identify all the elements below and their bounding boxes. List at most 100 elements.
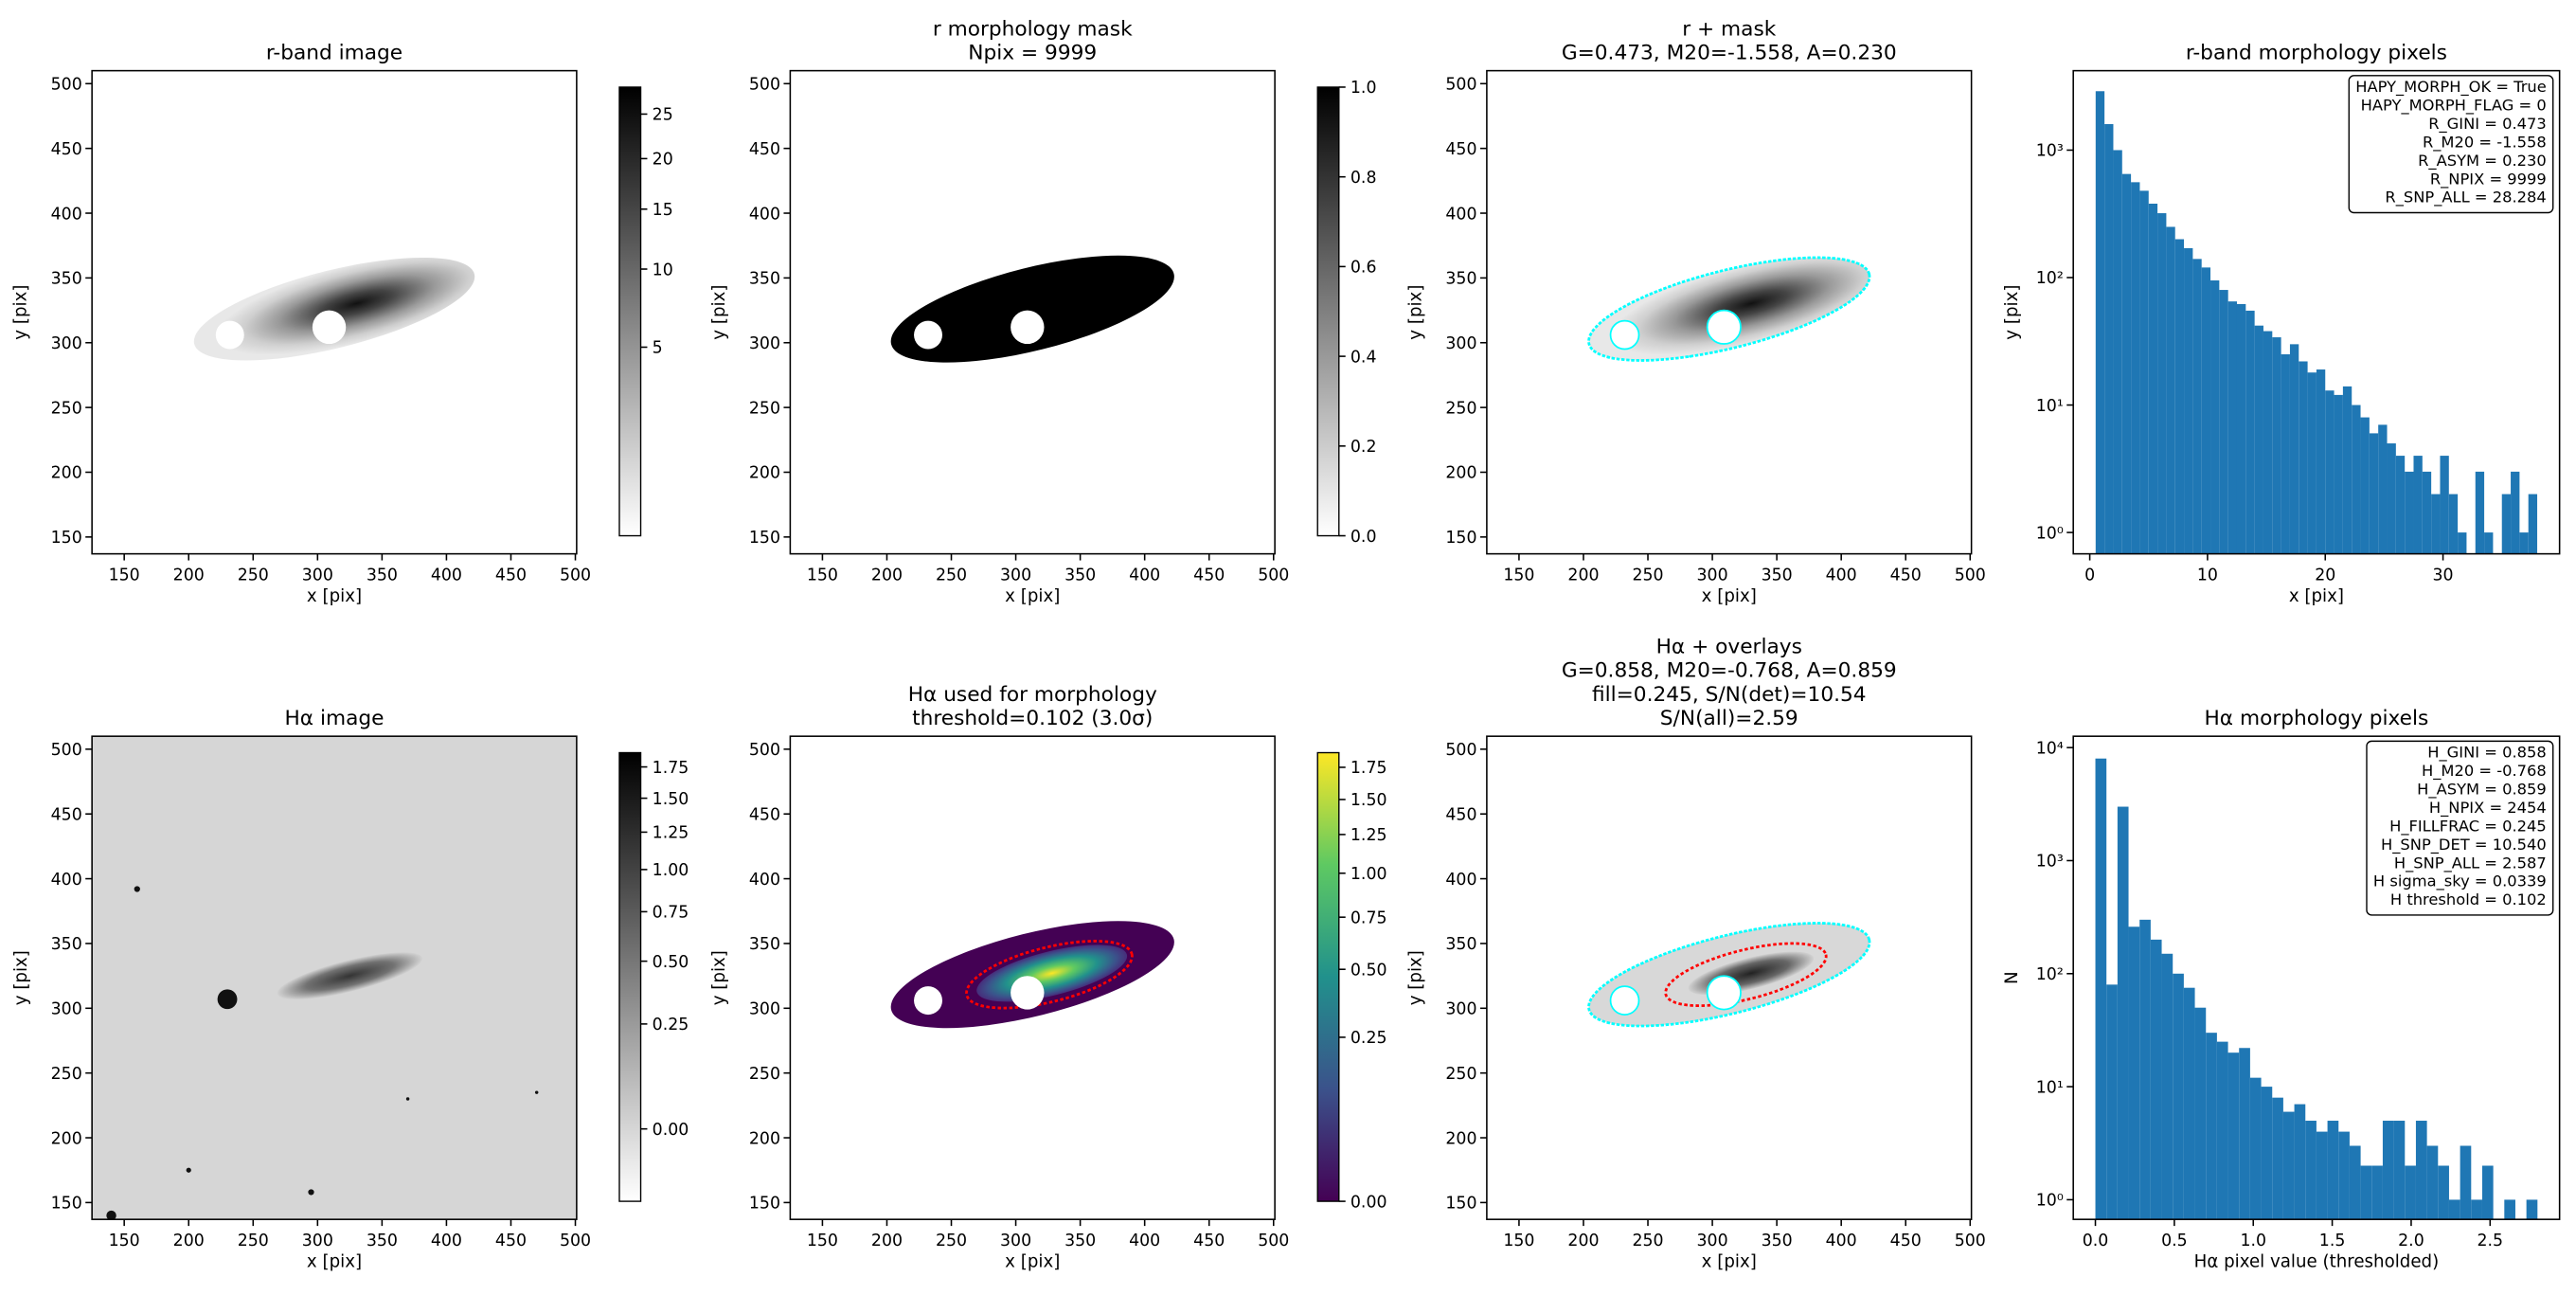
- colorbar: [1316, 751, 1340, 1202]
- y-tick-label: 150: [51, 529, 82, 548]
- bar: [2095, 758, 2107, 1220]
- plot-area: [2095, 91, 2538, 554]
- x-tick-label: 2.0: [2398, 1232, 2424, 1250]
- x-tick-label: 300: [1697, 566, 1728, 585]
- bar: [2131, 182, 2140, 554]
- annotation-line: H_ASYM = 0.859: [2417, 781, 2547, 800]
- bar: [2227, 1052, 2240, 1220]
- mask-hole: [1011, 310, 1045, 345]
- x-tick-label: 150: [109, 1232, 140, 1250]
- bar: [2272, 1097, 2283, 1220]
- colorbar: [618, 751, 642, 1202]
- y-tick-label: 10⁰: [2036, 1192, 2064, 1211]
- bar: [2519, 532, 2529, 554]
- mask-hole: [1706, 309, 1742, 345]
- x-tick-label: 250: [936, 1232, 967, 1250]
- panel-title: G=0.473, M20=-1.558, A=0.230: [1562, 41, 1897, 64]
- colorbar-tick-label: 0.50: [1351, 961, 1387, 980]
- bar: [2095, 91, 2105, 554]
- bar: [2210, 280, 2220, 554]
- bar: [2378, 424, 2388, 554]
- y-tick-label: 200: [51, 1129, 82, 1148]
- y-tick-label: 250: [1445, 399, 1476, 418]
- bar: [2526, 1199, 2538, 1220]
- bar: [2201, 267, 2211, 554]
- axes-frame: [1486, 69, 1973, 555]
- y-tick-label: 400: [749, 205, 780, 224]
- x-tick-label: 200: [871, 1232, 903, 1250]
- colorbar-tick-label: 0.4: [1351, 348, 1377, 367]
- ha-streak: [277, 952, 423, 999]
- bar: [2148, 204, 2158, 554]
- x-tick-label: 1.0: [2240, 1232, 2266, 1250]
- x-tick-label: 500: [560, 566, 591, 585]
- bar: [2426, 1145, 2439, 1220]
- y-tick-label: 10⁰: [2036, 524, 2064, 543]
- x-tick-label: 500: [1955, 566, 1986, 585]
- x-tick-label: 150: [807, 566, 838, 585]
- annotation-line: H_M20 = -0.768: [2422, 762, 2547, 781]
- bar: [2272, 337, 2281, 554]
- x-tick-label: 350: [1064, 1232, 1096, 1250]
- annotation-line: R_SNP_ALL = 28.284: [2385, 189, 2546, 207]
- ha-contour: [1664, 942, 1828, 1007]
- x-tick-label: 500: [560, 1232, 591, 1250]
- colorbar-tick-label: 20: [653, 151, 673, 170]
- annotation-line: R_M20 = -1.558: [2423, 133, 2547, 152]
- y-tick-label: 10²: [2036, 965, 2064, 984]
- y-tick-label: 150: [749, 1195, 780, 1214]
- bar: [2440, 456, 2449, 554]
- x-axis-label: x [pix]: [1005, 1251, 1060, 1271]
- panel-title: G=0.858, M20=-0.768, A=0.859: [1562, 659, 1897, 683]
- axes-frame: [91, 69, 578, 555]
- y-tick-label: 350: [749, 270, 780, 289]
- x-tick-label: 1.5: [2319, 1232, 2346, 1250]
- star: [186, 1167, 191, 1173]
- bar: [2157, 213, 2167, 554]
- bar: [2481, 1165, 2494, 1220]
- bar: [2281, 354, 2290, 554]
- bar: [2327, 1121, 2339, 1220]
- bar: [2360, 1165, 2372, 1220]
- y-tick-label: 400: [51, 871, 82, 890]
- bar: [2393, 1121, 2406, 1220]
- axes-frame: [2072, 69, 2561, 555]
- x-tick-label: 150: [1503, 566, 1534, 585]
- bar: [2216, 1041, 2228, 1220]
- colorbar: [618, 86, 642, 537]
- annotation-line: R_GINI = 0.473: [2428, 115, 2547, 134]
- bar: [2369, 433, 2379, 554]
- y-tick-label: 400: [1445, 871, 1476, 890]
- panel-title: Hα + overlays: [1656, 636, 1802, 659]
- x-tick-label: 150: [807, 1232, 838, 1250]
- bar: [2438, 1165, 2449, 1220]
- mask-hole: [914, 986, 942, 1016]
- y-axis-label: y [pix]: [11, 950, 31, 1005]
- colorbar-tick-label: 15: [653, 201, 673, 220]
- panel-title: r + mask: [1682, 17, 1777, 41]
- bar: [2528, 494, 2538, 554]
- bar: [2245, 310, 2255, 554]
- colorbar-tick-label: 1.25: [653, 824, 689, 843]
- y-tick-label: 200: [1445, 1129, 1476, 1148]
- bar: [2504, 1199, 2515, 1220]
- panel-title: Npix = 9999: [968, 41, 1097, 64]
- colorbar-tick-label: 1.25: [1351, 826, 1387, 845]
- bar: [2316, 1131, 2328, 1220]
- bar: [2352, 405, 2361, 554]
- y-tick-label: 450: [51, 805, 82, 824]
- y-tick-label: 450: [51, 140, 82, 159]
- y-tick-label: 450: [749, 140, 780, 159]
- y-tick-label: 10⁴: [2036, 739, 2064, 758]
- colorbar-tick-label: 0.0: [1351, 528, 1377, 547]
- x-tick-label: 2.5: [2478, 1232, 2504, 1250]
- x-tick-label: 450: [1890, 1232, 1922, 1250]
- plot-area: [193, 257, 475, 361]
- bar: [2382, 1121, 2394, 1220]
- x-tick-label: 400: [1129, 566, 1160, 585]
- colorbar-tick-label: 0.8: [1351, 169, 1377, 188]
- colorbar-tick-label: 25: [653, 106, 673, 125]
- x-tick-label: 450: [1890, 566, 1922, 585]
- colorbar-tick-label: 1.50: [653, 790, 689, 809]
- bar: [2371, 1165, 2383, 1220]
